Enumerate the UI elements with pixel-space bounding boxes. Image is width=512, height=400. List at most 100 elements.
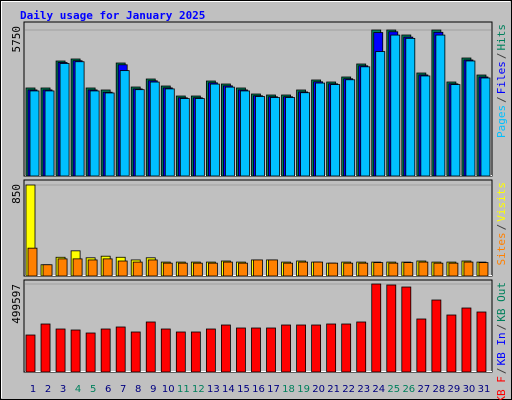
x-tick-label: 8 [135, 384, 141, 395]
legend-entry: Pages [495, 105, 508, 138]
legend-entry: Visits [495, 182, 508, 222]
x-tick-label: 20 [312, 384, 325, 395]
bar [175, 331, 186, 373]
x-tick-label: 26 [402, 384, 415, 395]
bar [255, 96, 265, 177]
bar [420, 75, 431, 177]
bar [386, 284, 397, 373]
x-tick-label: 15 [237, 384, 250, 395]
x-tick-label: 22 [342, 384, 355, 395]
x-tick-label: 24 [372, 384, 385, 395]
bar [194, 98, 205, 177]
x-tick-label: 25 [387, 384, 400, 395]
bar [238, 262, 248, 277]
bar [433, 262, 444, 277]
bar [223, 261, 233, 277]
bar [115, 326, 126, 373]
bar [236, 327, 246, 373]
bar [345, 79, 356, 177]
bar [190, 331, 201, 373]
x-tick-label: 13 [207, 384, 220, 395]
bar [270, 97, 280, 177]
bar [461, 307, 472, 373]
bar [251, 327, 261, 373]
bar [296, 324, 306, 373]
bar [268, 259, 278, 277]
legend-separator: / [495, 224, 508, 231]
bar [401, 286, 412, 373]
bar [373, 262, 384, 277]
bar [72, 258, 83, 277]
bar [388, 262, 399, 277]
bar [465, 60, 476, 177]
x-tick-label: 11 [177, 384, 190, 395]
bar [343, 262, 354, 277]
bar [25, 334, 36, 373]
legend-entry: Sites [495, 232, 508, 265]
legend: KB F/KB In/KB Out [495, 282, 508, 400]
x-tick-label: 12 [192, 384, 205, 395]
bar [446, 314, 457, 373]
x-tick-label: 21 [327, 384, 340, 395]
bar [55, 328, 66, 373]
bar [149, 81, 160, 177]
bar [162, 262, 173, 277]
bar [44, 90, 55, 177]
legend: Sites/ Visits [495, 182, 508, 266]
bar [87, 259, 98, 277]
x-tick-label: 28 [433, 384, 446, 395]
bar [448, 262, 459, 277]
legend-separator: / [495, 96, 508, 103]
bar [40, 323, 51, 373]
x-tick-label: 10 [162, 384, 175, 395]
x-tick-label: 31 [478, 384, 491, 395]
bar [266, 327, 276, 373]
bar [42, 264, 53, 277]
x-tick-label: 19 [297, 384, 310, 395]
bar [356, 321, 367, 373]
x-tick-label: 1 [30, 384, 36, 395]
legend: Pages/Files/Hits [495, 24, 508, 138]
x-tick-label: 14 [222, 384, 235, 395]
bar [89, 90, 100, 177]
bar [70, 329, 81, 373]
bar [371, 283, 382, 373]
bar [281, 324, 291, 373]
x-tick-label: 6 [105, 384, 111, 395]
bar [313, 261, 324, 277]
bar [164, 88, 175, 177]
legend-separator: / [495, 53, 508, 60]
y-tick-label: 499597 [10, 284, 23, 324]
bar [341, 323, 352, 373]
bar [476, 311, 487, 373]
bar [416, 318, 427, 373]
bar [100, 328, 111, 373]
bar [104, 92, 115, 177]
bar [298, 261, 308, 277]
bar [431, 299, 442, 373]
y-tick-label: 850 [10, 184, 23, 204]
bar [57, 258, 68, 277]
x-tick-label: 30 [463, 384, 476, 395]
bar [403, 262, 414, 277]
bar [130, 331, 141, 373]
bar [179, 98, 190, 177]
bar [435, 34, 446, 177]
x-tick-label: 9 [150, 384, 156, 395]
bar [59, 63, 70, 177]
bar [450, 84, 461, 177]
bar [225, 86, 235, 177]
x-tick-label: 2 [45, 384, 51, 395]
bar [478, 262, 489, 277]
bar [375, 51, 386, 177]
bar [119, 70, 130, 177]
bar [160, 328, 171, 373]
bar [221, 324, 231, 373]
x-tick-label: 7 [120, 384, 126, 395]
bar [102, 258, 113, 277]
bar [253, 259, 263, 277]
chart-title: Daily usage for January 2025 [20, 9, 205, 22]
bar [326, 323, 337, 373]
